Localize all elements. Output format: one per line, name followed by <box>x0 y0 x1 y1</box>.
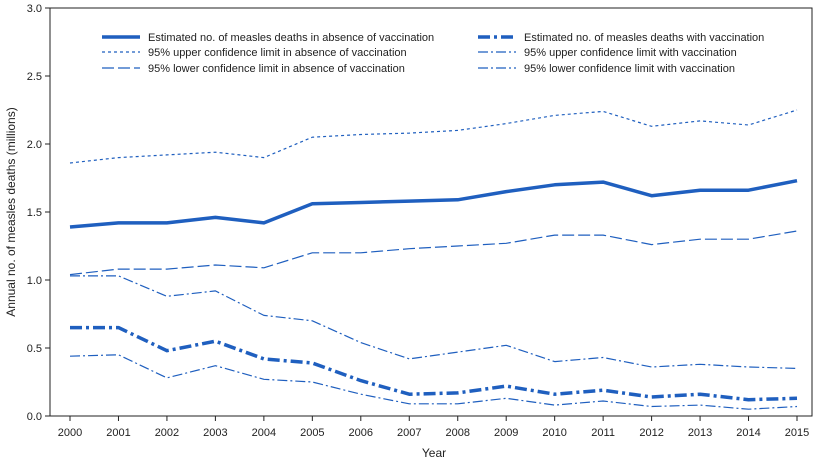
legend-label-3: 95% upper confidence limit in absence of… <box>148 47 407 59</box>
x-tick-label: 2009 <box>494 427 518 439</box>
series-line-4 <box>70 275 798 369</box>
x-tick-label: 2011 <box>591 427 615 439</box>
y-tick-label: 0.5 <box>27 343 42 355</box>
legend-label-1: Estimated no. of measles deaths in absen… <box>148 32 434 44</box>
series-lines <box>69 109 798 410</box>
x-tick-label: 2015 <box>785 427 809 439</box>
series-line-5 <box>69 230 798 276</box>
y-tick-label: 3.0 <box>27 3 42 15</box>
x-tick-label: 2010 <box>542 427 566 439</box>
y-axis-title: Annual no. of measles deaths (millions) <box>4 107 18 316</box>
x-tick-label: 2002 <box>155 427 179 439</box>
series-line-2 <box>70 325 798 402</box>
x-axis-title: Year <box>422 446 446 460</box>
x-tick-label: 2006 <box>349 427 373 439</box>
legend: Estimated no. of measles deaths in absen… <box>102 32 764 75</box>
series-line-1 <box>69 178 798 229</box>
legend-label-5: 95% lower confidence limit in absence of… <box>148 63 405 75</box>
legend-label-2: Estimated no. of measles deaths with vac… <box>524 32 764 44</box>
series-line-3 <box>69 109 798 164</box>
y-tick-label: 1.5 <box>27 207 42 219</box>
legend-label-6: 95% lower confidence limit with vaccinat… <box>524 63 735 75</box>
axes: 2000 2001 2002 2003 2004 2005 2006 2007 2008 2009… <box>27 3 813 439</box>
x-tick-label: 2005 <box>300 427 324 439</box>
x-tick-label: 2008 <box>445 427 469 439</box>
x-tick-label: 2000 <box>58 427 82 439</box>
series-line-6 <box>69 354 798 410</box>
y-tick-label: 1.0 <box>27 275 42 287</box>
x-tick-label: 2001 <box>106 427 130 439</box>
x-tick-label: 2014 <box>736 427 760 439</box>
y-tick-label: 2.0 <box>27 139 42 151</box>
legend-label-4: 95% upper confidence limit with vaccinat… <box>524 47 737 59</box>
y-tick-label: 0.0 <box>27 411 42 423</box>
x-tick-label: 2003 <box>203 427 227 439</box>
x-tick-label: 2004 <box>252 427 276 439</box>
x-tick-label: 2012 <box>639 427 663 439</box>
x-tick-label: 2013 <box>688 427 712 439</box>
y-tick-label: 2.5 <box>27 71 42 83</box>
x-tick-label: 2007 <box>397 427 421 439</box>
